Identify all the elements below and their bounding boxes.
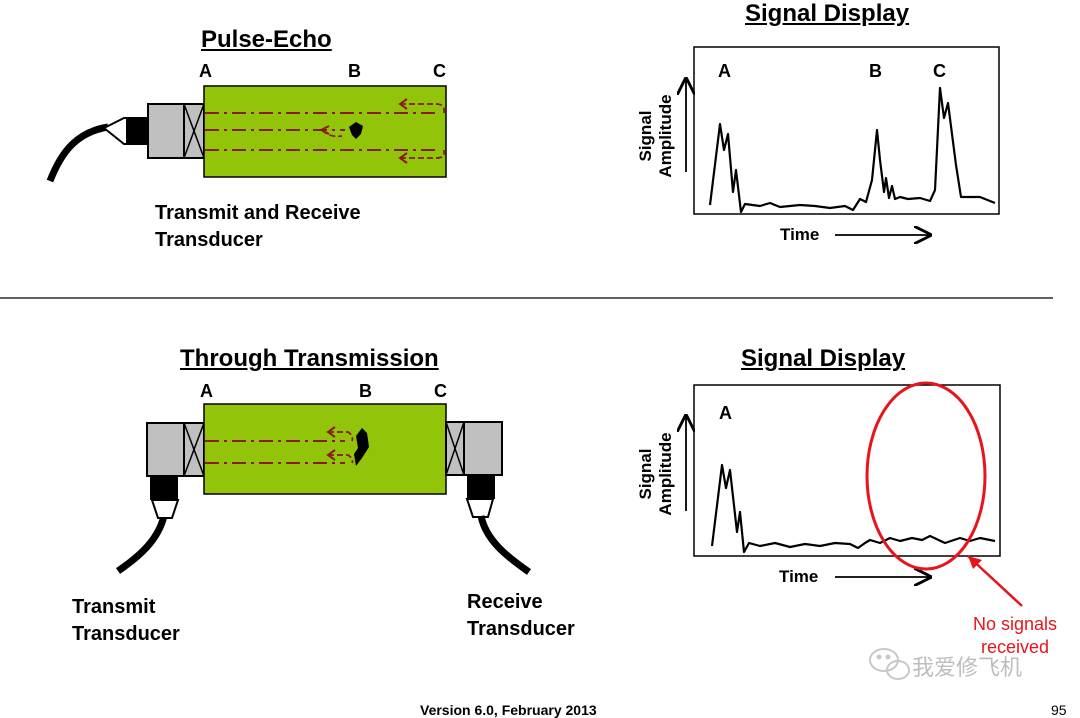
through-transmission-setup bbox=[116, 403, 531, 575]
through-display-frame bbox=[693, 384, 1001, 557]
pulse-echo-point-b: B bbox=[348, 61, 361, 81]
through-y-label: Signal Amplitude bbox=[636, 409, 678, 539]
through-point-c: C bbox=[434, 381, 447, 401]
page-number: 95 bbox=[1051, 702, 1067, 718]
receive-transducer-housing bbox=[463, 421, 503, 476]
transmit-caption-line1: Transmit bbox=[72, 596, 156, 618]
no-signals-line1: No signals bbox=[973, 614, 1058, 634]
pulse-echo-waveform bbox=[708, 86, 996, 214]
watermark-text: 我爱修飞机 bbox=[912, 656, 1023, 681]
through-waveform bbox=[710, 463, 996, 554]
pulse-echo-peak-c: C bbox=[933, 61, 946, 81]
pulse-echo-caption-line2: Transducer bbox=[155, 229, 263, 251]
through-specimen bbox=[203, 403, 447, 495]
through-display-title: Signal Display bbox=[741, 345, 906, 372]
no-signals-line2: received bbox=[981, 637, 1050, 657]
pulse-echo-peak-a: A bbox=[718, 61, 731, 81]
footer-version: Version 6.0, February 2013 bbox=[420, 702, 597, 718]
through-y-label-line2: Amplitude bbox=[656, 432, 675, 516]
transmit-cable bbox=[116, 515, 168, 574]
pulse-echo-display bbox=[693, 46, 1000, 215]
pulse-echo-y-label-line2: Amplitude bbox=[656, 94, 675, 178]
through-display bbox=[693, 384, 1001, 557]
transmit-transducer-caption: Transmit Transducer bbox=[72, 594, 180, 648]
through-y-label-line1: Signal bbox=[636, 448, 655, 500]
through-point-a: A bbox=[200, 381, 213, 401]
pulse-echo-defect bbox=[349, 122, 363, 139]
through-peak-a: A bbox=[719, 403, 732, 423]
pulse-echo-caption-line1: Transmit and Receive bbox=[155, 202, 361, 224]
transmit-transducer-housing bbox=[146, 422, 185, 477]
no-signal-highlight-ellipse bbox=[865, 381, 987, 571]
pulse-echo-display-frame bbox=[693, 46, 1000, 215]
pulse-echo-setup bbox=[46, 85, 447, 183]
no-signals-annotation: No signals received bbox=[973, 613, 1057, 659]
pulse-echo-peak-b: B bbox=[869, 61, 882, 81]
pulse-echo-point-a: A bbox=[199, 61, 212, 81]
pulse-echo-y-label-line1: Signal bbox=[636, 110, 655, 162]
pulse-echo-y-label: Signal Amplitude bbox=[636, 71, 678, 201]
pulse-echo-cable bbox=[46, 123, 109, 183]
pulse-echo-transducer-housing bbox=[147, 103, 185, 159]
pulse-echo-title: Pulse-Echo bbox=[201, 26, 332, 53]
transmit-caption-line2: Transducer bbox=[72, 623, 180, 645]
through-x-label: Time bbox=[779, 567, 819, 586]
pulse-echo-caption: Transmit and Receive Transducer bbox=[155, 200, 361, 254]
wechat-watermark-icon bbox=[869, 648, 910, 680]
receive-cable bbox=[477, 515, 531, 575]
receive-caption-line1: Receive bbox=[467, 591, 543, 613]
through-point-b: B bbox=[359, 381, 372, 401]
receive-transducer-caption: Receive Transducer bbox=[467, 589, 575, 643]
through-transmission-title: Through Transmission bbox=[180, 345, 439, 372]
receive-caption-line2: Transducer bbox=[467, 618, 575, 640]
pulse-echo-x-label: Time bbox=[780, 225, 820, 244]
pulse-echo-point-c: C bbox=[433, 61, 446, 81]
through-defect bbox=[354, 428, 369, 466]
pulse-echo-display-title: Signal Display bbox=[745, 0, 910, 27]
